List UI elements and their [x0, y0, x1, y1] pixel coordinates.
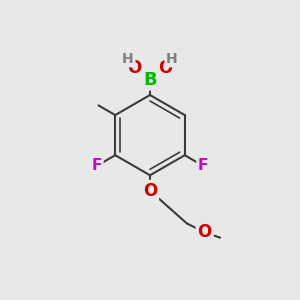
Text: B: B: [143, 70, 157, 88]
Text: H: H: [122, 52, 134, 66]
Text: O: O: [158, 59, 172, 77]
Text: F: F: [92, 158, 102, 173]
Text: O: O: [143, 182, 157, 200]
Text: F: F: [198, 158, 208, 173]
Text: H: H: [166, 52, 178, 66]
Text: O: O: [198, 223, 212, 241]
Text: O: O: [128, 59, 142, 77]
